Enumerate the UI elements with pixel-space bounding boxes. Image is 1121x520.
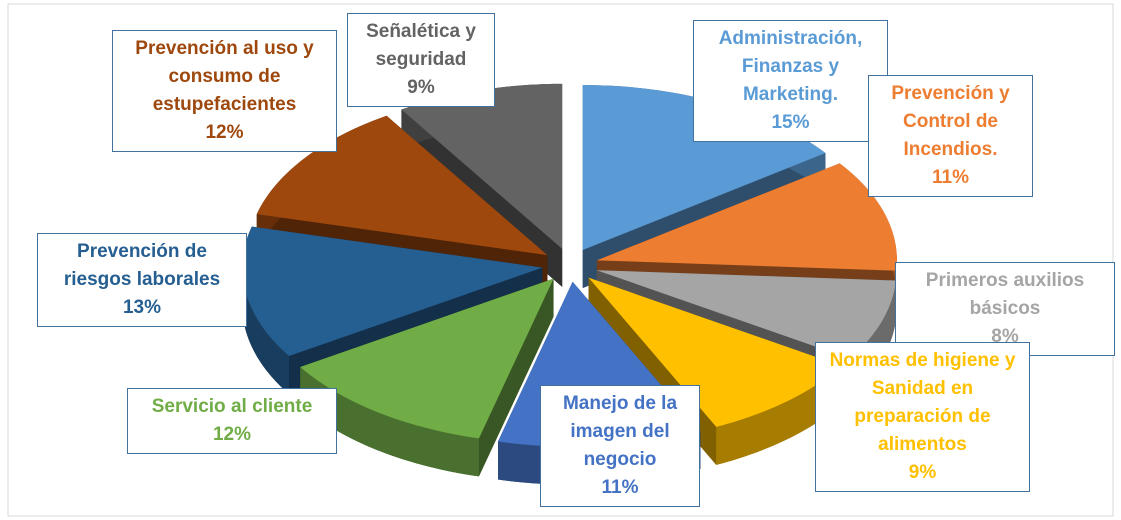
slice-top xyxy=(242,226,543,357)
data-label: Señalética y seguridad 9% xyxy=(347,13,495,107)
slice-wall xyxy=(478,278,554,477)
slice-top xyxy=(300,278,554,439)
label-name: Primeros auxilios básicos xyxy=(925,270,1085,319)
slice-top xyxy=(596,163,897,271)
data-label: Primeros auxilios básicos 8% xyxy=(895,262,1115,356)
label-value: 11% xyxy=(601,477,639,498)
label-value: 11% xyxy=(932,167,969,188)
slice-top xyxy=(596,270,897,359)
label-name: Prevención de riesgos laborales xyxy=(63,241,221,290)
slice-side xyxy=(716,366,842,465)
label-value: 9% xyxy=(908,462,937,483)
label-name: Manejo de la imagen del negocio xyxy=(562,393,678,470)
label-value: 15% xyxy=(771,112,810,133)
data-label: Servicio al cliente 12% xyxy=(127,388,337,454)
data-label: Prevención de riesgos laborales 13% xyxy=(37,233,247,327)
frame xyxy=(7,3,1114,517)
label-value: 9% xyxy=(407,77,435,98)
label-name: Normas de higiene y Sanidad en preparaci… xyxy=(829,350,1016,455)
slice xyxy=(588,277,842,465)
slice-side xyxy=(300,367,479,477)
label-name: Servicio al cliente xyxy=(151,396,313,417)
slice-top xyxy=(401,83,563,249)
label-value: 12% xyxy=(205,122,244,143)
label-value: 12% xyxy=(212,424,252,445)
data-label: Manejo de la imagen del negocio 11% xyxy=(540,385,700,507)
label-value: 8% xyxy=(991,326,1019,347)
label-value: 13% xyxy=(122,297,162,318)
data-label: Prevención y Control de Incendios. 11% xyxy=(868,75,1033,197)
label-name: Prevención al uso y consumo de estupefac… xyxy=(135,38,314,115)
slice-side xyxy=(242,226,290,395)
label-name: Señalética y seguridad xyxy=(366,21,476,70)
slice-top xyxy=(588,277,842,427)
label-name: Administración, Finanzas y Marketing. xyxy=(718,28,863,105)
data-label: Administración, Finanzas y Marketing. 15% xyxy=(693,20,888,142)
data-label: Prevención al uso y consumo de estupefac… xyxy=(112,30,337,152)
label-name: Prevención y Control de Incendios. xyxy=(891,83,1010,160)
data-label: Normas de higiene y Sanidad en preparaci… xyxy=(815,342,1030,492)
slice xyxy=(300,278,554,477)
